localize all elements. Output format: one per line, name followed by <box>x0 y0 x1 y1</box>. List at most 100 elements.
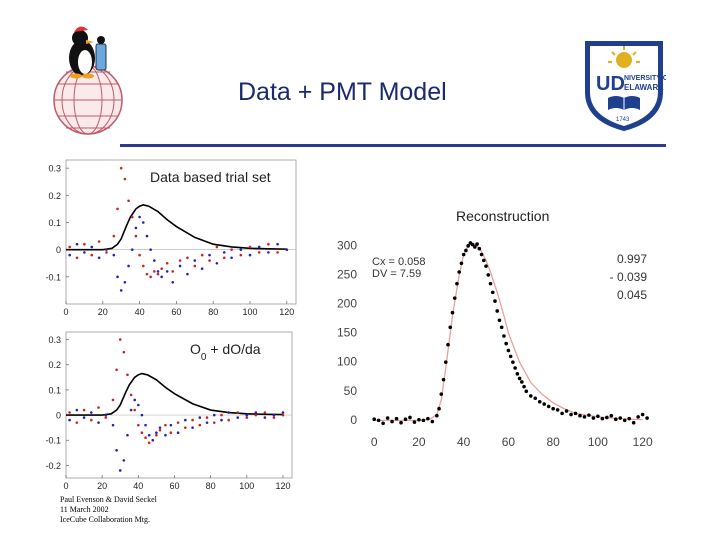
data-point <box>141 221 145 224</box>
data-point <box>520 380 524 384</box>
y-tick-label: -0.2 <box>45 461 61 471</box>
data-point <box>542 402 546 406</box>
data-point <box>263 416 267 419</box>
data-point <box>82 416 86 419</box>
data-point <box>276 242 279 246</box>
data-point <box>83 242 86 246</box>
data-point <box>600 416 605 421</box>
data-point <box>119 289 123 292</box>
data-point <box>104 413 108 417</box>
x-tick-label: 120 <box>633 435 653 449</box>
data-point <box>112 234 116 238</box>
data-point <box>479 252 484 257</box>
data-point <box>609 413 614 418</box>
data-point <box>193 259 197 262</box>
data-point <box>123 280 127 284</box>
model-chart: 0 20 40 60 80 100 120 -0.2 -0.1 0 0.1 0.2 0.3 O0 + dO… <box>45 331 293 491</box>
data-point <box>123 177 127 181</box>
data-point <box>482 258 486 263</box>
data-point <box>227 418 231 422</box>
data-point <box>267 242 270 246</box>
x-tick-label: 20 <box>412 435 426 449</box>
penguin-globe-logo <box>53 26 123 135</box>
data-point <box>426 416 430 421</box>
data-point <box>83 251 86 254</box>
data-point <box>605 415 609 420</box>
y-tick-label: 250 <box>337 267 357 281</box>
data-point <box>230 248 233 251</box>
data-point <box>68 245 71 249</box>
plot-frame <box>65 331 293 479</box>
penguin-icon <box>69 26 107 79</box>
data-point <box>236 416 240 419</box>
data-point <box>153 270 156 273</box>
data-point <box>528 394 533 398</box>
data-point <box>441 377 446 382</box>
data-point <box>522 384 526 389</box>
data-point <box>613 417 618 422</box>
data-point <box>446 342 450 347</box>
data-point <box>381 421 385 426</box>
data-point <box>193 264 197 268</box>
credits: Paul Evenson & David Seckel 11 March 200… <box>60 495 157 525</box>
series-line <box>66 372 283 416</box>
data-point <box>212 421 216 424</box>
data-point <box>90 418 93 422</box>
data-point <box>122 350 126 354</box>
data-point <box>137 403 140 407</box>
data-point <box>408 415 412 420</box>
data-point <box>495 309 500 313</box>
data-point <box>254 411 258 414</box>
y-tick-label: 0.1 <box>48 218 61 228</box>
sun-icon <box>608 46 640 68</box>
data-point <box>145 234 149 238</box>
data-point <box>90 411 93 414</box>
data-point <box>508 354 513 359</box>
x-tick-label: 60 <box>169 481 179 491</box>
data-point <box>164 433 167 437</box>
data-point <box>200 253 204 257</box>
data-point <box>631 420 636 425</box>
data-point <box>220 413 223 417</box>
data-point <box>133 398 137 402</box>
data-point <box>97 406 100 409</box>
data-point <box>97 256 101 260</box>
data-point <box>222 251 226 254</box>
data-point <box>573 411 578 416</box>
data-point <box>555 408 560 412</box>
x-tick-label: 100 <box>239 481 254 491</box>
data-point <box>640 412 645 417</box>
data-point <box>276 251 279 254</box>
data-point <box>645 416 649 420</box>
data-point <box>104 416 108 419</box>
data-point <box>169 431 173 434</box>
data-point <box>198 423 202 427</box>
data-point <box>533 396 538 401</box>
data-point <box>112 253 116 257</box>
data-point <box>215 245 219 249</box>
data-point <box>75 256 79 260</box>
data-point <box>437 406 441 411</box>
data-point <box>155 433 158 437</box>
data-point <box>126 433 129 437</box>
x-tick-label: 0 <box>63 307 68 317</box>
data-point <box>272 413 276 417</box>
data-point <box>75 421 79 424</box>
data-point <box>475 242 479 246</box>
data-point <box>97 240 101 243</box>
data-point <box>147 441 151 445</box>
data-point <box>186 272 189 276</box>
data-point <box>205 421 209 424</box>
data-point <box>564 409 569 413</box>
data-point <box>200 267 204 270</box>
data-point <box>144 436 147 440</box>
data-point <box>239 253 243 257</box>
data-point <box>596 414 600 419</box>
data-point <box>466 244 470 248</box>
data-point <box>116 207 119 211</box>
data-point <box>184 426 187 429</box>
data-point <box>452 296 457 300</box>
data-point <box>578 413 582 418</box>
data-point <box>281 413 285 417</box>
svg-text:ELAWARE: ELAWARE <box>624 83 664 92</box>
